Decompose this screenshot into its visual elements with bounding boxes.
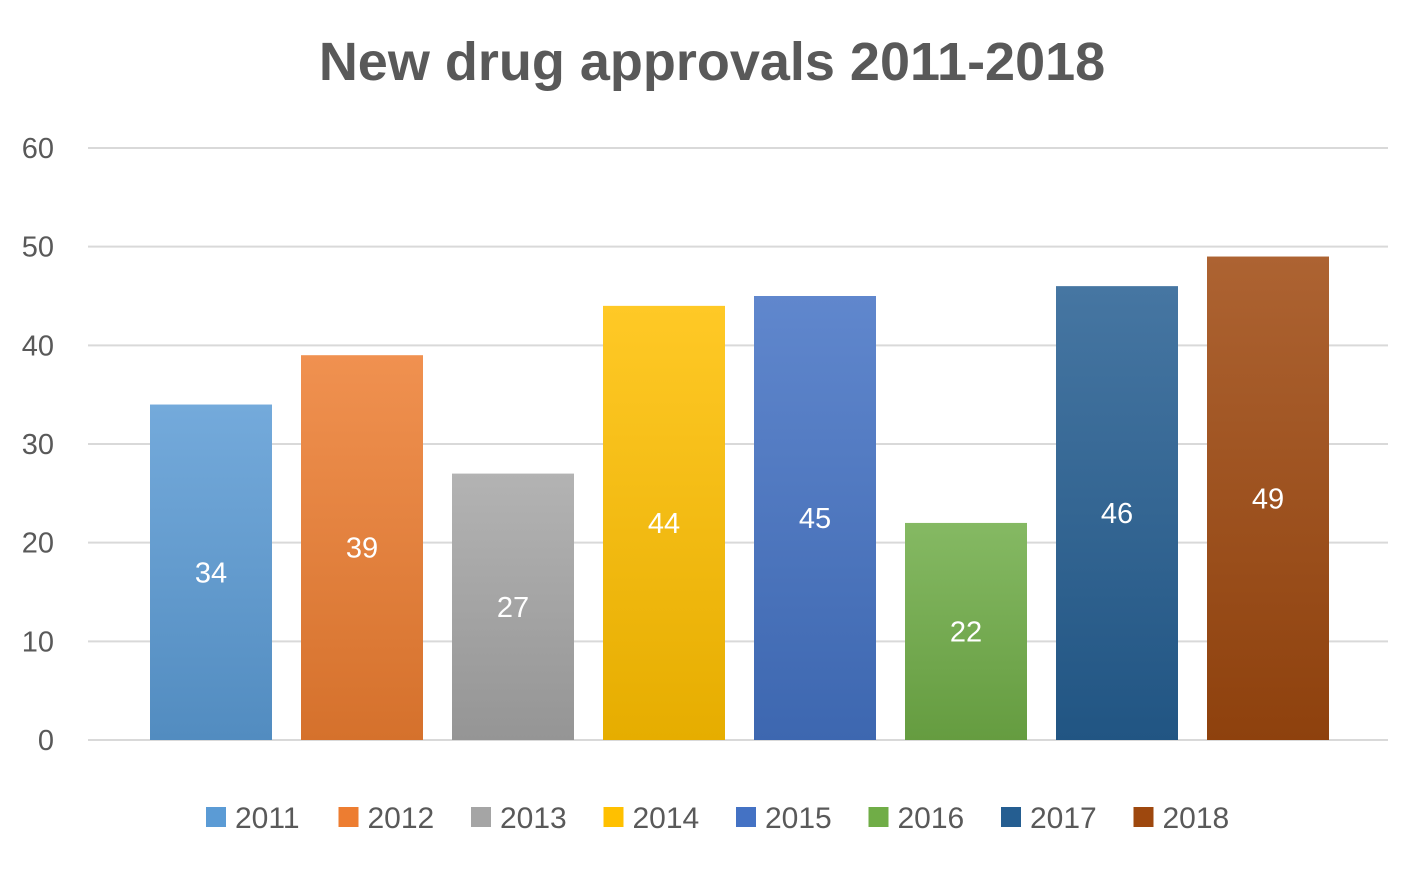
y-tick-label: 0 — [38, 725, 54, 757]
legend-item-2011: 2011 — [206, 802, 300, 835]
legend: 2011 2012 2013 2014 2015 2016 2017 2018 — [206, 802, 1229, 835]
legend-swatch — [471, 807, 491, 827]
bar-2013 — [452, 473, 574, 740]
bar-2011 — [150, 404, 272, 740]
bar-2014 — [603, 305, 725, 740]
data-label-2013: 27 — [497, 592, 529, 624]
gridlines — [88, 147, 1388, 741]
legend-label: 2015 — [765, 802, 832, 835]
legend-label: 2018 — [1163, 802, 1230, 835]
bar-2018 — [1207, 256, 1329, 740]
data-label-2018: 49 — [1252, 483, 1284, 515]
legend-item-2012: 2012 — [338, 802, 435, 835]
legend-label: 2017 — [1030, 802, 1097, 835]
bar-2015 — [754, 296, 876, 740]
legend-swatch — [1133, 807, 1154, 827]
y-tick-label: 20 — [22, 528, 54, 560]
legend-label: 2011 — [235, 802, 300, 835]
chart-title: New drug approvals 2011-2018 — [319, 32, 1105, 92]
legend-swatch — [736, 807, 756, 827]
legend-label: 2016 — [898, 802, 965, 835]
legend-item-2016: 2016 — [868, 802, 965, 835]
legend-label: 2014 — [633, 802, 700, 835]
y-tick-label: 50 — [22, 232, 54, 264]
data-label-2016: 22 — [950, 616, 982, 648]
legend-swatch — [206, 807, 226, 827]
bar-2017 — [1056, 286, 1178, 740]
bars — [150, 256, 1329, 740]
legend-swatch — [603, 807, 624, 827]
y-tick-label: 30 — [22, 429, 54, 461]
legend-item-2017: 2017 — [1001, 802, 1097, 835]
bar-2012 — [301, 355, 423, 740]
legend-label: 2013 — [500, 802, 567, 835]
data-label-2011: 34 — [195, 557, 227, 589]
legend-swatch — [338, 807, 359, 827]
legend-swatch — [868, 807, 889, 827]
y-tick-label: 40 — [22, 330, 54, 362]
y-axis-tick-labels: 0 10 20 30 40 50 60 — [22, 133, 54, 757]
legend-swatch — [1001, 807, 1021, 827]
data-label-2017: 46 — [1101, 498, 1133, 530]
data-label-2012: 39 — [346, 533, 378, 565]
y-tick-label: 60 — [22, 133, 54, 165]
legend-item-2013: 2013 — [471, 802, 567, 835]
data-label-2015: 45 — [799, 503, 831, 535]
y-tick-label: 10 — [22, 626, 54, 658]
bar-2016 — [905, 522, 1027, 740]
legend-label: 2012 — [368, 802, 435, 835]
data-labels: 34 39 27 44 45 22 46 49 — [195, 483, 1284, 648]
data-label-2014: 44 — [648, 508, 680, 540]
legend-item-2014: 2014 — [603, 802, 700, 835]
legend-item-2018: 2018 — [1133, 802, 1230, 835]
legend-item-2015: 2015 — [736, 802, 832, 835]
